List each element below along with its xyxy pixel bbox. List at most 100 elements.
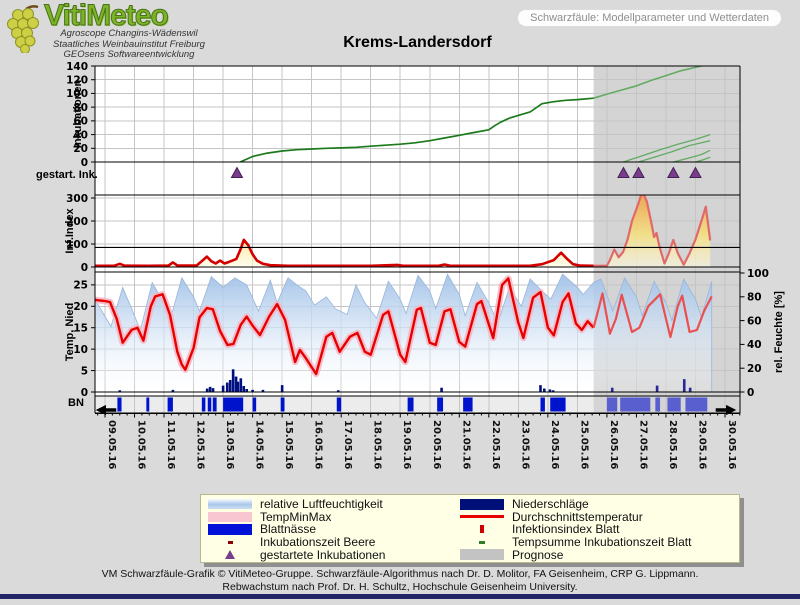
svg-text:100: 100	[66, 239, 88, 251]
svg-text:0: 0	[747, 387, 754, 399]
precip-bar	[539, 385, 542, 392]
legend-item: gestartete Inkubationen	[207, 547, 459, 562]
precip-bar	[236, 381, 240, 392]
brand-wordmark: VitiMeteo	[44, 0, 170, 32]
svg-text:300: 300	[66, 193, 88, 205]
leaf-wetness-bar-forecast	[685, 397, 708, 412]
precip-bar	[239, 378, 243, 392]
model-banner: Schwarzfäule: Modellparameter und Wetter…	[517, 9, 782, 27]
legend-label: Inkubationszeit Beere	[260, 535, 376, 550]
leaf-wetness-bar-forecast	[667, 397, 681, 412]
precip-bar-forecast	[688, 387, 692, 392]
svg-text:5: 5	[81, 365, 88, 377]
series-line	[695, 156, 711, 162]
precip-bar	[234, 376, 238, 392]
x-axis-date-label: 28.05.16	[667, 420, 678, 469]
legend-label: Prognose	[512, 547, 564, 562]
precip-bar	[548, 389, 552, 392]
legend-swatch-blattnaesse	[208, 523, 252, 535]
legend-label: relative Luftfeuchtigkeit	[260, 497, 383, 512]
svg-text:140: 140	[66, 61, 88, 73]
grape-logo-icon	[7, 5, 39, 53]
legend-swatch-humidity	[208, 499, 252, 510]
infection-index-line	[593, 195, 712, 267]
precip-bar	[208, 386, 212, 392]
scroll-left-arrow[interactable]	[94, 404, 118, 416]
series-line	[593, 66, 705, 99]
series-line	[638, 140, 711, 162]
scroll-right-arrow[interactable]	[714, 404, 738, 416]
leaf-wetness-bar	[540, 397, 545, 412]
x-axis-date-label: 20.05.16	[431, 420, 442, 469]
precip-bar	[543, 388, 546, 392]
leaf-wetness-bar	[207, 397, 212, 412]
legend-swatch-infektionsindex	[480, 525, 484, 534]
x-axis-date-label: 11.05.16	[165, 420, 176, 469]
app-logo: VitiMeteo Agroscope Changins-Wädenswil S…	[6, 0, 214, 61]
leaf-wetness-bar-forecast	[620, 397, 651, 412]
leaf-wetness-bar	[223, 397, 244, 412]
precip-bar	[261, 389, 265, 392]
svg-text:60: 60	[747, 315, 762, 327]
legend-item: Blattnässe	[207, 522, 459, 536]
precip-bar	[242, 386, 246, 392]
x-axis-date-label: 16.05.16	[313, 420, 324, 469]
leaf-wetness-bar	[167, 397, 173, 412]
started-incubation-marker	[230, 166, 244, 178]
legend-swatch-tempsumme	[479, 540, 485, 544]
x-axis-date-label: 30.05.16	[726, 420, 737, 469]
x-axis-date-label: 22.05.16	[490, 420, 501, 469]
svg-text:0: 0	[81, 387, 88, 399]
svg-text:0: 0	[81, 157, 88, 169]
legend-item: Durchschnittstemperatur	[459, 509, 691, 524]
leaf-wetness-bar	[407, 397, 414, 412]
x-axis-date-label: 27.05.16	[637, 420, 648, 469]
x-axis-date-label: 12.05.16	[195, 420, 206, 469]
org-lines: Agroscope Changins-Wädenswil Staatliches…	[44, 28, 214, 61]
started-incubation-marker	[617, 166, 630, 178]
precip-bar	[228, 380, 232, 392]
svg-text:25: 25	[73, 280, 88, 292]
x-axis-date-label: 24.05.16	[549, 420, 560, 469]
svg-text:15: 15	[73, 323, 88, 335]
panel-borders	[94, 65, 741, 414]
legend-item: Inkubationszeit Beere	[207, 535, 459, 550]
series-line	[239, 97, 594, 162]
leaf-wetness-bar	[201, 397, 206, 412]
legend-label: Niederschläge	[512, 497, 589, 512]
legend-label: Durchschnittstemperatur	[512, 509, 643, 524]
leaf-wetness-bar	[212, 397, 217, 412]
legend-item: relative Luftfeuchtigkeit	[207, 497, 459, 512]
legend-label: gestartete Inkubationen	[260, 547, 386, 562]
x-axis-date-label: 26.05.16	[608, 420, 619, 469]
precip-bar	[551, 390, 555, 392]
x-axis-date-label: 15.05.16	[283, 420, 294, 469]
legend-item: TempMinMax	[207, 510, 459, 524]
leaf-wetness-bar-forecast	[655, 397, 661, 412]
legend-swatch-niederschlaege	[460, 498, 504, 510]
svg-text:60: 60	[73, 116, 88, 128]
svg-text:20: 20	[747, 363, 762, 375]
row-label-gestartete-inkubationen: gestart. Ink.	[36, 169, 98, 181]
legend-swatch-gestartete-inkubationen	[225, 550, 235, 560]
bottom-bar	[0, 594, 800, 599]
y-axis-label-temp-nied: Temp, Nied	[64, 302, 76, 362]
precip-bar	[171, 389, 175, 392]
row-label-blattnaesse: BN	[68, 397, 84, 409]
precip-bar	[336, 390, 340, 392]
leaf-wetness-bar-forecast	[606, 397, 618, 412]
temperature-line-forecast	[592, 292, 713, 339]
x-axis-date-label: 10.05.16	[136, 420, 147, 469]
y-axis-label-rel-feuchte: rel. Feuchte [%]	[773, 291, 785, 373]
footer-credits: VM Schwarzfäule-Grafik © VitiMeteo-Grupp…	[0, 568, 800, 593]
temperature-line	[95, 277, 595, 376]
org-line: Staatliches Weinbauinstitut Freiburg	[53, 38, 205, 50]
svg-text:40: 40	[73, 129, 88, 141]
humidity-area	[95, 273, 713, 392]
svg-text:40: 40	[747, 339, 762, 351]
started-incubation-marker	[689, 166, 702, 178]
precip-bar	[205, 388, 209, 392]
precip-bar	[280, 385, 284, 392]
svg-text:10: 10	[73, 344, 88, 356]
precip-bar	[211, 388, 215, 392]
